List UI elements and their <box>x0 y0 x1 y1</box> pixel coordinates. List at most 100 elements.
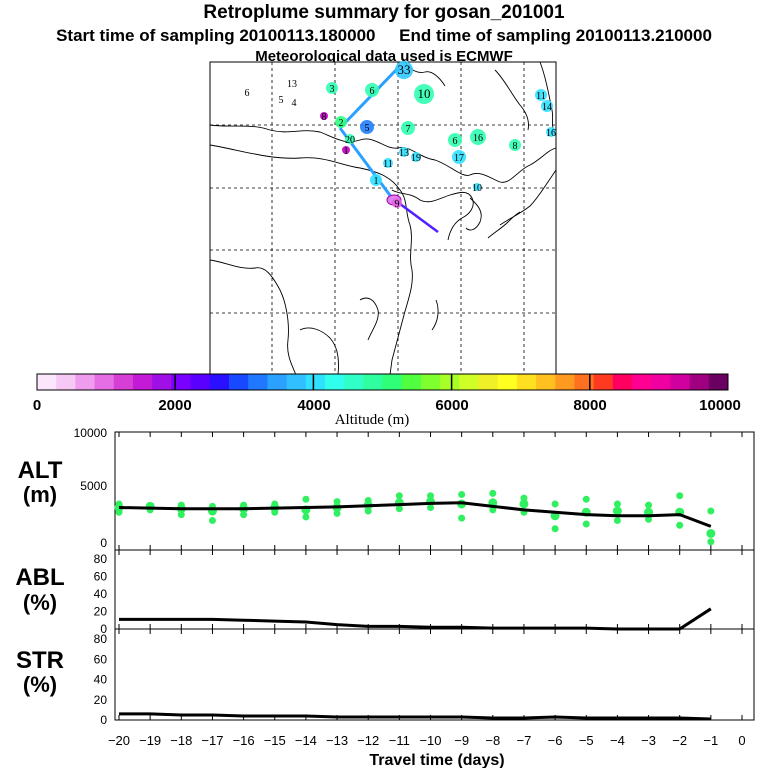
cluster-label: 14 <box>542 102 552 113</box>
cluster-label: 19 <box>411 153 421 164</box>
colorbar-cell <box>209 374 230 390</box>
cluster-label: 13 <box>399 148 409 159</box>
cluster-dot <box>320 112 328 120</box>
alt-particle <box>364 507 372 515</box>
cluster-label: 11 <box>383 159 393 170</box>
sampling-times: Start time of sampling 20100113.180000 E… <box>0 26 768 46</box>
cluster-label: 20 <box>345 135 355 146</box>
colorbar-cell <box>574 374 595 390</box>
x-tick-label: −7 <box>517 733 532 748</box>
cluster-dot <box>365 83 379 97</box>
x-tick-label: −20 <box>108 733 130 748</box>
map-frame <box>209 61 557 376</box>
cluster-label: 5 <box>365 123 370 134</box>
x-tick-label: −2 <box>672 733 687 748</box>
colorbar-tick: 0 <box>33 397 41 414</box>
cluster-dot <box>401 121 415 135</box>
colorbar-cell <box>459 374 479 390</box>
colorbar-frame <box>36 373 729 391</box>
colorbar-label: Altitude (m) <box>335 412 410 428</box>
altitude-colorbar: 0 2000 4000 6000 8000 10000 Altitude (m) <box>33 373 741 428</box>
x-tick-label: −8 <box>485 733 500 748</box>
cluster-dot <box>473 183 481 191</box>
str-line <box>119 712 711 721</box>
colorbar-cell <box>171 374 192 390</box>
y-tick-label: 60 <box>94 652 108 666</box>
alt-particle <box>582 520 590 528</box>
colorbar-cell <box>267 374 288 390</box>
y-tick-label: 80 <box>94 552 108 566</box>
colorbar-cell <box>152 374 172 390</box>
alt-particle <box>302 495 310 503</box>
alt-particle <box>302 513 310 521</box>
alt-particle <box>458 514 466 522</box>
cluster-dot <box>360 120 374 134</box>
colorbar-cell <box>382 374 403 390</box>
colorbar-tick: 10000 <box>699 397 741 414</box>
alt-particle <box>613 500 621 508</box>
colorbar-cell <box>612 374 633 390</box>
alt-panel: ALT (m) 10000 5000 0 <box>18 426 755 551</box>
alt-particle <box>333 509 341 517</box>
colorbar-cell <box>248 374 268 390</box>
alt-axis-title: ALT <box>18 457 63 484</box>
alt-particle <box>551 525 559 533</box>
alt-frame <box>114 431 755 551</box>
x-tick-label: −18 <box>170 733 192 748</box>
alt-particle <box>395 505 403 513</box>
colorbar-cell <box>190 374 211 390</box>
colorbar-cell <box>228 374 249 390</box>
end-time-label: End time of sampling 20100113.210000 <box>399 26 712 45</box>
cluster-label: 13 <box>287 79 297 90</box>
colorbar-cell <box>401 374 422 390</box>
alt-particle <box>489 506 497 514</box>
alt-particle <box>582 495 590 503</box>
colorbar-cell <box>651 374 671 390</box>
met-data-label: Meteorological data used is ECMWF <box>255 48 513 65</box>
colorbar-cell <box>593 374 614 390</box>
alt-particle <box>551 500 559 508</box>
colorbar-tick: 4000 <box>297 397 330 414</box>
alt-ytick: 0 <box>100 536 107 550</box>
alt-particle <box>645 501 653 509</box>
colorbar-cell <box>56 374 76 390</box>
cluster-label: 11 <box>536 91 546 102</box>
alt-particle <box>333 498 341 506</box>
colorbar-cell <box>632 374 652 390</box>
alt-particle <box>271 500 279 508</box>
cluster-label: 9 <box>395 199 400 210</box>
cluster-dot <box>452 150 466 164</box>
cluster-dot <box>470 129 486 145</box>
x-tick-label: −15 <box>264 733 286 748</box>
cluster-label: 17 <box>454 153 464 164</box>
y-tick-label: 0 <box>100 713 107 727</box>
colorbar-cell <box>689 374 710 390</box>
cluster-label: 8 <box>513 141 518 152</box>
alt-particle <box>458 491 466 499</box>
cluster-label: 3 <box>330 84 335 95</box>
colorbar-tick: 8000 <box>573 397 606 414</box>
cluster-dot <box>399 147 409 157</box>
colorbar-cell <box>670 374 691 390</box>
alt-particle <box>395 492 403 500</box>
alt-particle <box>177 511 185 519</box>
colorbar-cell <box>286 374 307 390</box>
x-tick-label: −4 <box>610 733 625 748</box>
cluster-label: 16 <box>473 133 483 144</box>
y-tick-label: 40 <box>94 587 108 601</box>
alt-particle <box>706 528 716 538</box>
cluster-dot <box>335 116 347 128</box>
cluster-dot <box>546 127 556 137</box>
alt-particle <box>364 496 372 504</box>
alt-particle <box>676 521 684 529</box>
colorbar-cell <box>113 374 134 390</box>
cluster-dot <box>411 152 421 162</box>
alt-particle <box>520 494 528 502</box>
y-tick-label: 60 <box>94 569 108 583</box>
cluster-label: 8 <box>322 112 327 123</box>
cluster-label: 10 <box>472 183 482 194</box>
x-axis-label: Travel time (days) <box>369 752 504 768</box>
cluster-label: 16 <box>546 128 556 139</box>
